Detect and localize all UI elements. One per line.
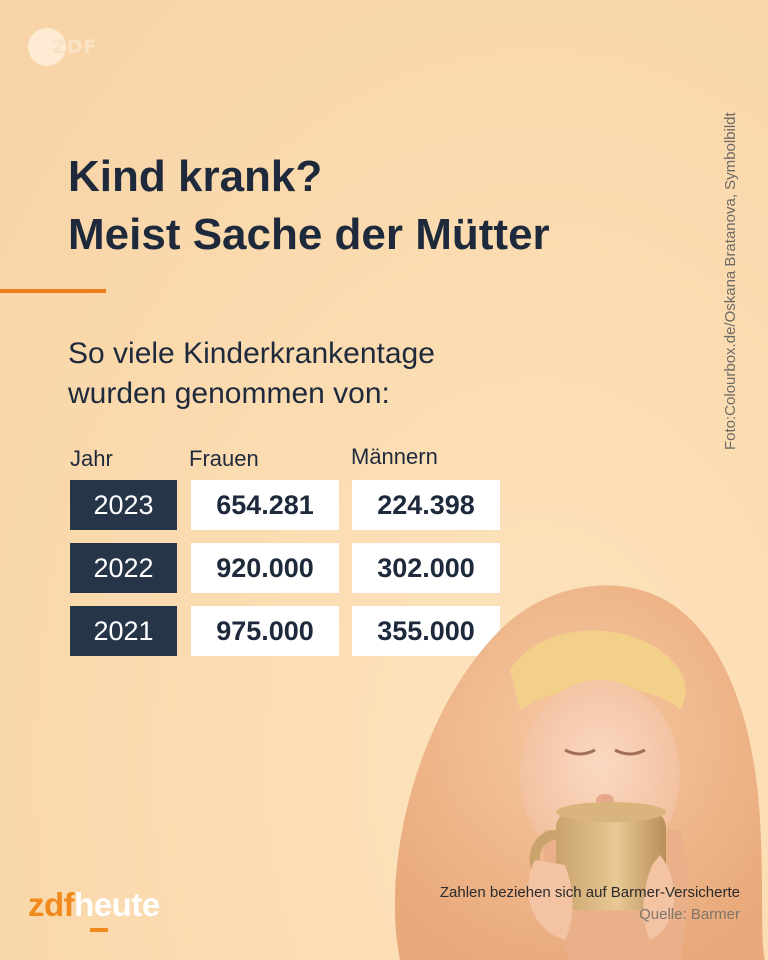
header-women: Frauen — [189, 446, 259, 471]
brand-zdf-text: zdf — [28, 886, 75, 923]
women-value-cell: 975.000 — [191, 606, 339, 656]
year-cell: 2022 — [70, 543, 177, 593]
title-line-1: Kind krank? — [68, 152, 323, 201]
header-men: Männern — [351, 444, 438, 469]
title-line-2: Meist Sache der Mütter — [68, 210, 550, 259]
footnote: Zahlen beziehen sich auf Barmer-Versiche… — [440, 882, 740, 926]
men-value-cell: 302.000 — [352, 543, 500, 593]
orange-divider — [0, 289, 106, 293]
data-note: Zahlen beziehen sich auf Barmer-Versiche… — [439, 884, 740, 901]
women-value-cell: 654.281 — [191, 480, 339, 530]
men-value-cell: 355.000 — [352, 606, 500, 656]
watermark-text: ZDF — [52, 36, 98, 58]
photo-credit: Foto:Colourbox.de/Oskana Bratanova, Symb… — [722, 112, 739, 450]
subtitle-line-2: wurden genommen von: — [68, 377, 390, 410]
women-value-cell: 920.000 — [191, 543, 339, 593]
brand-underline — [90, 928, 108, 932]
watermark-disc — [28, 28, 66, 66]
year-cell: 2023 — [70, 480, 177, 530]
page-title: Kind krank? Meist Sache der Mütter — [68, 148, 708, 264]
zdf-watermark-logo: ZDF — [28, 28, 98, 66]
source-label: Quelle: Barmer — [639, 906, 740, 923]
year-cell: 2021 — [70, 606, 177, 656]
child-with-blanket-illustration — [394, 585, 765, 960]
subtitle-line-1: So viele Kinderkrankentage — [68, 337, 435, 370]
men-value-cell: 224.398 — [352, 480, 500, 530]
brand-heute-text: heute — [74, 886, 160, 923]
zdfheute-logo: zdfheute — [28, 886, 160, 924]
subtitle: So viele Kinderkrankentage wurden genomm… — [68, 334, 588, 414]
header-year: Jahr — [70, 446, 113, 471]
